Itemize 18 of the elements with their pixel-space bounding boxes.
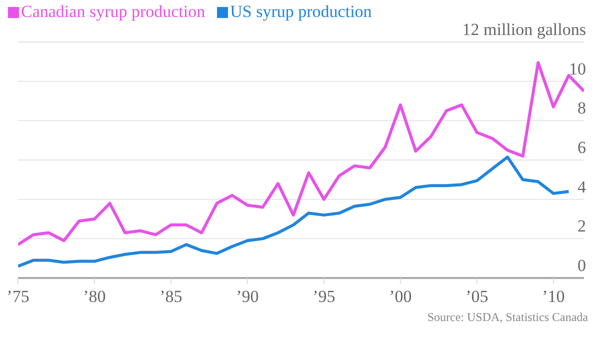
- x-tick-label: ’85: [160, 287, 182, 306]
- x-tick-label: ’95: [312, 287, 336, 306]
- legend-label: Canadian syrup production: [20, 2, 206, 22]
- x-tick-label: ’90: [236, 287, 259, 306]
- y-tick-label: 10: [569, 59, 586, 78]
- source-note: Source: USDA, Statistics Canada: [427, 310, 588, 325]
- legend-label: US syrup production: [229, 2, 372, 22]
- y-tick-label: 0: [578, 256, 586, 275]
- x-tick-label: ’05: [466, 287, 488, 306]
- x-tick-label: ’80: [83, 287, 106, 306]
- x-tick-label: ’10: [542, 287, 565, 306]
- y-tick-label: 12 million gallons: [462, 20, 586, 39]
- y-tick-label: 4: [578, 177, 586, 196]
- y-tick-label: 2: [578, 216, 586, 236]
- x-tick-label: ’00: [389, 287, 412, 306]
- x-tick-label: ’75: [6, 287, 30, 306]
- y-tick-label: 8: [578, 98, 586, 118]
- y-tick-label: 6: [578, 138, 586, 157]
